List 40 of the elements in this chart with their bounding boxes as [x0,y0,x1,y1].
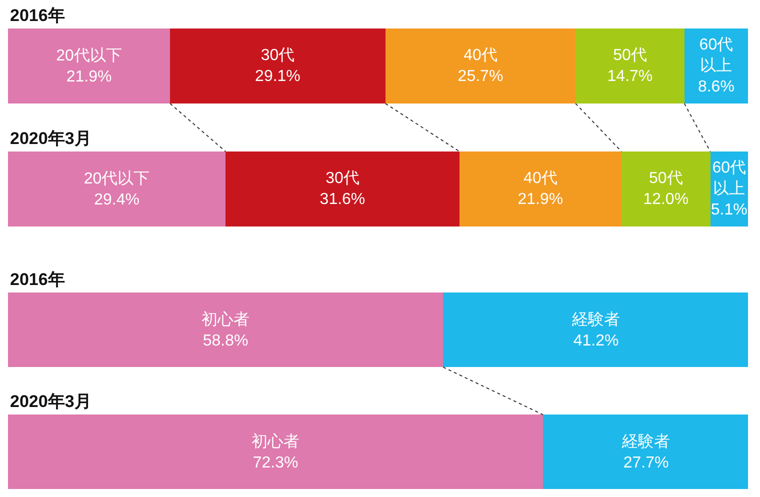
series-label: 40代 [524,170,558,188]
text: 60代以上 [699,36,734,75]
series-label: 初心者 [202,310,250,329]
data-label: 21.9% [518,190,564,208]
bar [621,151,710,226]
text: 経験者 [622,433,670,450]
data-label: 58.8% [202,332,248,350]
bar [576,28,684,104]
data-label: 8.6% [698,78,734,96]
series-label: 50代 [648,170,683,188]
text: 初心者 [252,433,300,450]
data-label: 31.6% [320,190,366,208]
text: 40代 [464,47,498,64]
data-label: 21.9% [66,68,112,86]
bar [459,151,622,226]
text: 30代 [260,47,295,64]
data-label: 29.4% [94,191,140,208]
data-label: 25.7% [458,68,504,85]
bar [385,28,576,104]
series-label: 経験者 [571,310,620,329]
category-label: 2020年3月 [10,392,92,411]
series-label: 60代以上 [712,160,746,198]
bar [170,28,386,104]
data-label: 41.2% [573,332,619,350]
data-label: 5.1% [710,201,748,218]
data-label: 14.7% [607,68,653,85]
bar [8,151,226,226]
series-label: 30代 [326,170,360,188]
bar [226,151,460,226]
text: 50代 [613,47,647,64]
category-label: 2016年 [10,270,65,289]
data-label: 29.1% [255,68,300,85]
text: 20代以下 [56,48,122,65]
data-label: 27.7% [623,454,669,472]
series-label: 20代以下 [84,170,150,188]
data-label: 12.0% [643,190,689,208]
data-label: 72.3% [252,454,298,472]
category-label: 2020年3月 [10,129,92,148]
category-label: 2016年 [10,6,65,25]
bar [8,28,170,104]
